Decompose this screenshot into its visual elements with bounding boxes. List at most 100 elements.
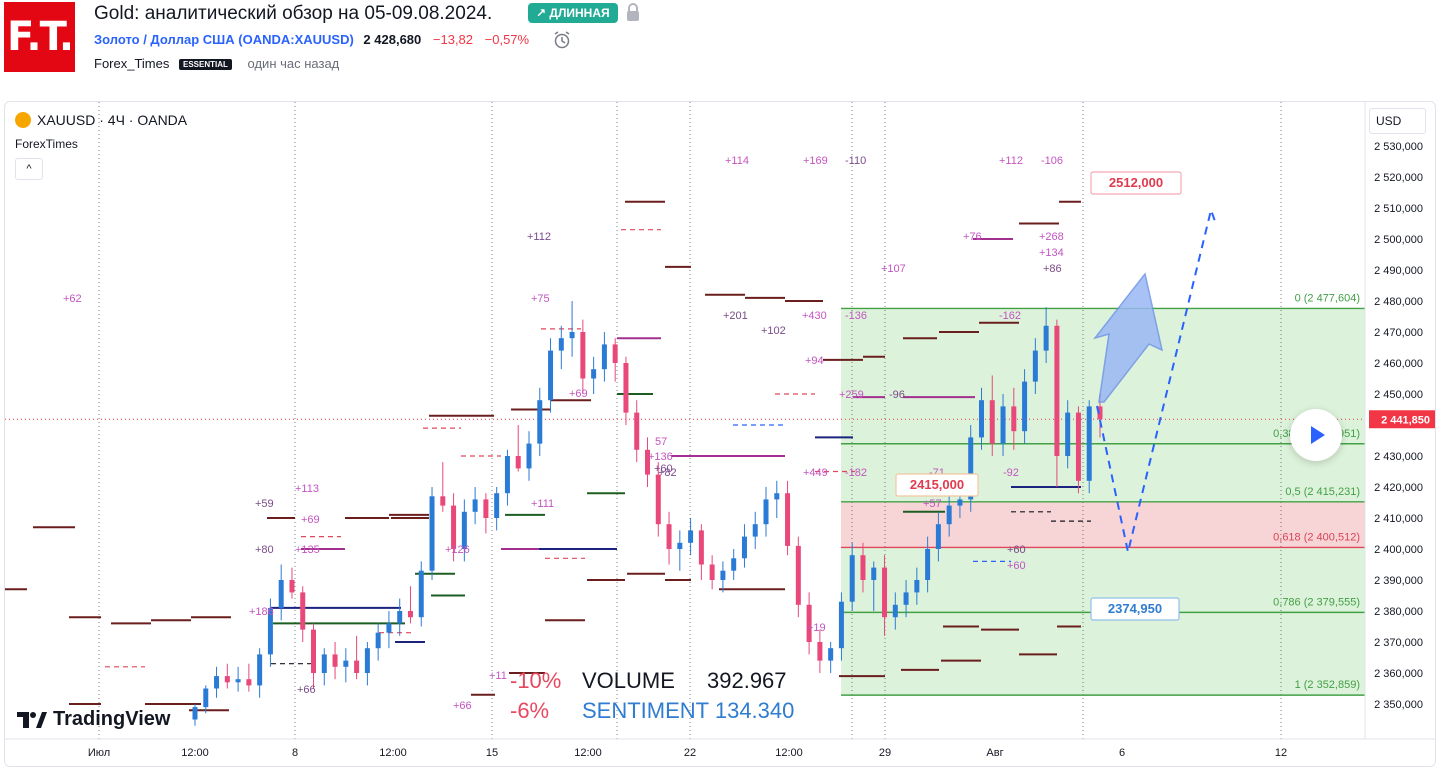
indicator-name[interactable]: ForexTimes: [15, 137, 78, 151]
candle-body: [558, 338, 564, 351]
price-change-percent: −0,57%: [484, 32, 530, 47]
fib-level-label: 0 (2 477,604): [1295, 292, 1360, 304]
level-annotation: +76: [963, 231, 982, 243]
candle-body: [311, 629, 317, 673]
candle-body: [828, 648, 834, 661]
sentiment-label: SENTIMENT 134.340: [582, 698, 794, 724]
candle-body: [418, 570, 424, 618]
level-annotation: +134: [1039, 247, 1064, 259]
candle-body: [224, 676, 230, 683]
forecast-dashed-path: [1096, 206, 1217, 553]
level-annotation: -162: [999, 310, 1021, 322]
candle-body: [925, 549, 931, 580]
price-chart[interactable]: 0 (2 477,604)0,382 (2 433,951)0,5 (2 415…: [5, 102, 1435, 766]
candle-body: [1032, 350, 1038, 382]
time-axis-label: 12: [1275, 747, 1287, 759]
candle-body: [763, 499, 769, 525]
price-change: −13,82: [432, 32, 474, 47]
candle-body: [504, 456, 510, 494]
price-axis-label: 2 390,000: [1374, 575, 1423, 587]
time-axis-label: 15: [486, 747, 498, 759]
level-annotation: +60: [1007, 544, 1026, 556]
level-annotation: +82: [658, 467, 677, 479]
candle-body: [1000, 406, 1006, 444]
candle-body: [645, 449, 650, 475]
candle-body: [1097, 406, 1103, 420]
candle-body: [731, 558, 737, 571]
fib-level-label: 0,786 (2 379,555): [1273, 596, 1360, 608]
long-direction-badge: ↗ ДЛИННАЯ: [528, 3, 618, 23]
candle-body: [677, 542, 683, 549]
symbol-link[interactable]: Золото / Доллар США: [94, 32, 235, 47]
alarm-clock-icon[interactable]: [552, 30, 572, 50]
price-axis-label: 2 530,000: [1374, 141, 1423, 153]
chart-panel[interactable]: 0 (2 477,604)0,382 (2 433,951)0,5 (2 415…: [4, 101, 1436, 767]
candle-body: [569, 332, 575, 339]
time-axis-label: 22: [684, 747, 696, 759]
candle-body: [289, 580, 295, 593]
candle-body: [752, 524, 758, 537]
level-annotation: +112: [527, 231, 551, 243]
fib-level-label: 0,618 (2 400,512): [1273, 531, 1360, 543]
candle-body: [1054, 325, 1060, 456]
symbol-code-link[interactable]: (OANDA:XAUUSD): [238, 32, 354, 47]
candle-body: [591, 369, 597, 379]
level-annotation: -106: [1041, 155, 1063, 167]
publish-time: один час назад: [247, 56, 340, 71]
volume-label: VOLUME: [582, 668, 675, 693]
candle-body: [246, 679, 252, 686]
author-logo[interactable]: F.T.: [4, 2, 75, 72]
price-axis-label: 2 410,000: [1374, 513, 1423, 525]
candle-body: [720, 570, 726, 580]
candle-body: [914, 580, 920, 593]
candle-body: [537, 400, 543, 444]
level-annotation: +19: [807, 622, 826, 634]
candle-body: [698, 530, 704, 565]
candle-body: [795, 545, 801, 605]
price-axis-label: 2 380,000: [1374, 606, 1423, 618]
candle-body: [472, 499, 478, 512]
level-annotation: +126: [445, 544, 470, 556]
candle-body: [494, 493, 500, 518]
candle-body: [957, 499, 963, 506]
time-axis-label: Авг: [986, 747, 1003, 759]
candle-body: [903, 592, 909, 605]
fib-level-label: 1 (2 352,859): [1295, 679, 1360, 691]
candle-body: [666, 524, 672, 549]
level-annotation: +135: [295, 544, 320, 556]
level-annotation: 57: [655, 436, 667, 448]
replay-play-button[interactable]: [1290, 409, 1342, 461]
candle-body: [817, 642, 823, 661]
level-annotation: +66: [297, 684, 316, 696]
resistance-zone: [841, 501, 1365, 548]
collapse-legend-button[interactable]: ^: [15, 158, 43, 180]
candle-body: [483, 499, 489, 518]
candle-body: [278, 580, 284, 608]
candle-body: [1043, 325, 1049, 351]
idea-title: Gold: аналитический обзор на 05-09.08.20…: [94, 3, 493, 24]
level-annotation: -96: [889, 389, 905, 401]
candle-body: [935, 524, 941, 549]
candle-body: [838, 601, 844, 649]
level-annotation: +69: [301, 514, 320, 526]
candle-body: [397, 611, 403, 624]
level-annotation: -182: [845, 467, 867, 479]
level-annotation: -92: [1003, 467, 1019, 479]
author-name[interactable]: Forex_Times: [94, 56, 170, 71]
symbol-legend[interactable]: XAUUSD · 4Ч · OANDA: [15, 112, 187, 128]
candle-body: [440, 496, 446, 506]
idea-header: F.T. Gold: аналитический обзор на 05-09.…: [0, 0, 1440, 100]
level-annotation: +69: [569, 388, 588, 400]
candle-body: [601, 344, 607, 370]
price-axis-label: 2 370,000: [1374, 637, 1423, 649]
candle-body: [946, 505, 952, 525]
legend-text: XAUUSD · 4Ч · OANDA: [37, 112, 188, 128]
time-axis-label: 12:00: [379, 747, 407, 759]
currency-button[interactable]: USD: [1369, 108, 1426, 134]
price-axis-label: 2 400,000: [1374, 544, 1423, 556]
price-axis-label: 2 500,000: [1374, 234, 1423, 246]
candle-body: [257, 654, 263, 686]
callout-target-text: 2512,000: [1109, 175, 1163, 190]
level-annotation: +430: [802, 310, 827, 322]
level-annotation: +107: [881, 263, 906, 275]
